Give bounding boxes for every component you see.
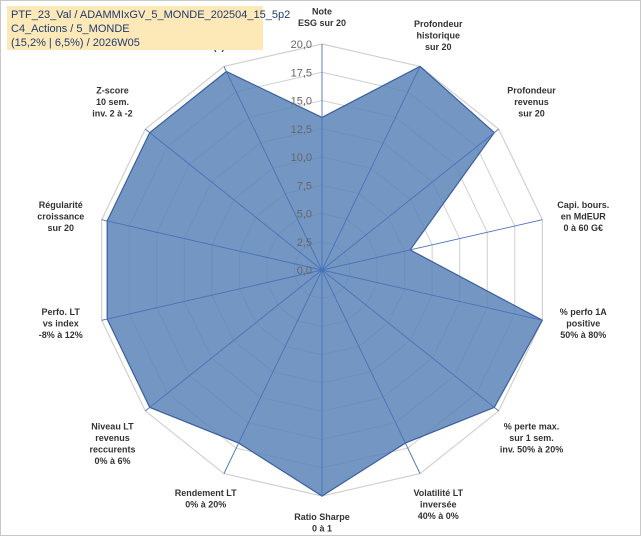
axis-spoke [321, 128, 499, 271]
tick-label: 20,0 [291, 39, 312, 51]
tick-label: 2,5 [297, 237, 312, 249]
axis-label: % perte max. sur 1 sem. inv. 50% à 20% [500, 422, 563, 455]
tick-label: 12,5 [291, 124, 312, 136]
axis-spoke [145, 269, 323, 412]
axis-spoke [321, 66, 421, 271]
tick-label: 5,0 [297, 209, 312, 221]
tick-label: 15,0 [291, 96, 312, 108]
tick-label: 0,0 [297, 265, 312, 277]
axis-label: Niveau LT revenus reccurents 0% à 6% [89, 422, 135, 467]
axis-label: Profondeur historique sur 20 [414, 19, 463, 52]
title-line-1: PTF_23_Val / ADAMMIxGV_5_MONDE_202504_15… [11, 9, 291, 21]
title-line-2: C4_Actions / 5_MONDE [11, 23, 130, 35]
chart-title-box: PTF_23_Val / ADAMMIxGV_5_MONDE_202504_15… [7, 6, 290, 50]
axis-spoke [321, 269, 421, 474]
axis-spoke [321, 219, 543, 271]
axis-spoke [101, 219, 323, 271]
axis-label: Note ESG sur 20 [298, 7, 346, 29]
tick-label: 10,0 [291, 152, 312, 164]
axis-spoke [223, 66, 323, 271]
data-series-area [106, 65, 544, 497]
axis-label: % perfo 1A positive 50% à 80% [560, 307, 608, 340]
axis-label: Ratio Sharpe 0 à 1 [294, 512, 350, 534]
axis-label: Volatilité LT inversée 40% à 0% [413, 488, 463, 521]
axis-label: Z-score 10 sem. inv. 2 à -2 [92, 85, 132, 118]
tick-label: 7,5 [297, 180, 312, 192]
axis-spoke [223, 269, 323, 474]
title-line-3: (15,2% | 6,5%) / 2026W05 [11, 37, 140, 49]
axis-label: Régularité croissance sur 20 [37, 200, 84, 233]
axis-label: Rendement LT 0% à 20% [175, 488, 237, 510]
axis-label: Capi. bours. en MdEUR 0 à 60 G€ [557, 200, 609, 233]
axis-spoke [321, 269, 499, 412]
tick-label: 17,5 [291, 67, 312, 79]
axis-spoke [321, 269, 543, 321]
axis-spoke [145, 128, 323, 271]
axis-spoke [101, 269, 323, 321]
axis-label: Profondeur revenus sur 20 [507, 85, 556, 118]
axis-label: Perfo. LT vs index -8% à 12% [39, 307, 83, 340]
